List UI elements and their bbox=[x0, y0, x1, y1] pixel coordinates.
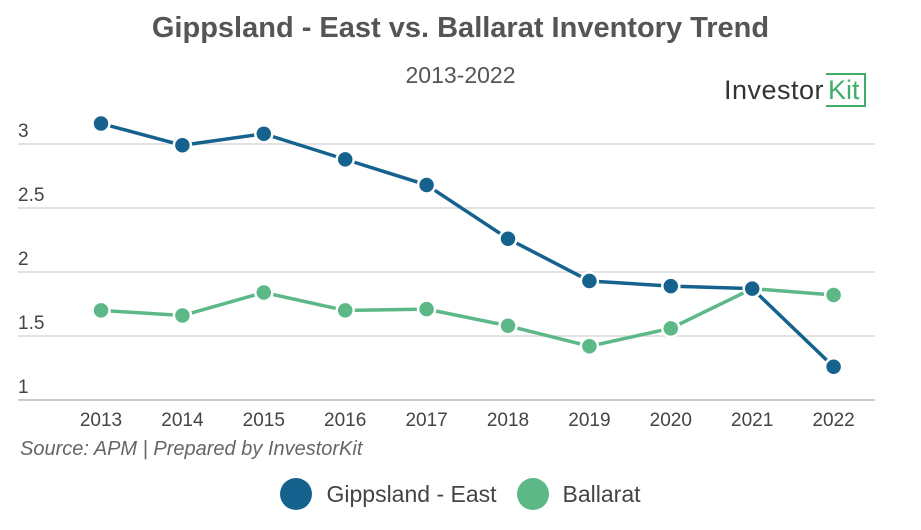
data-point bbox=[416, 299, 437, 319]
y-tick-label: 1 bbox=[18, 377, 29, 398]
data-point bbox=[661, 276, 681, 296]
data-point bbox=[335, 300, 355, 321]
y-tick-label: 3 bbox=[18, 121, 29, 142]
x-tick-label: 2021 bbox=[731, 410, 773, 431]
data-point bbox=[335, 149, 355, 170]
series-lines bbox=[91, 113, 844, 377]
x-tick-label: 2013 bbox=[80, 410, 122, 431]
data-point bbox=[498, 316, 518, 336]
x-tick-label: 2017 bbox=[405, 410, 447, 431]
y-axis-ticks: 1 1.5 2 2.5 3 bbox=[18, 121, 44, 398]
x-tick-label: 2014 bbox=[161, 410, 204, 431]
x-tick-label: 2016 bbox=[324, 410, 366, 431]
data-point bbox=[254, 124, 274, 144]
x-tick-label: 2022 bbox=[812, 410, 854, 431]
data-point bbox=[172, 135, 193, 156]
legend-item-ballarat[interactable]: Ballarat bbox=[516, 478, 641, 510]
y-tick-label: 1.5 bbox=[18, 313, 44, 334]
logo-accent: Kit bbox=[826, 73, 866, 107]
line-chart: 11.522.53 2013 2014 2015 2016 2017 2018 2019 20… bbox=[18, 113, 875, 431]
y-tick-label: 2.5 bbox=[18, 185, 44, 206]
data-point bbox=[823, 356, 844, 377]
grid-lines bbox=[18, 143, 875, 401]
legend-label-ballarat: Ballarat bbox=[562, 480, 641, 507]
series-line bbox=[99, 286, 836, 348]
legend-item-gippsland[interactable]: Gippsland - East bbox=[280, 478, 497, 510]
data-point bbox=[579, 336, 600, 356]
logo-text: Investor bbox=[724, 74, 825, 105]
x-tick-label: 2015 bbox=[243, 410, 285, 431]
data-point bbox=[416, 175, 437, 195]
data-point bbox=[823, 285, 844, 305]
legend-swatch-ballarat bbox=[516, 478, 549, 510]
data-point bbox=[91, 300, 111, 321]
source-note: Source: APM | Prepared by InvestorKit bbox=[20, 438, 363, 460]
y-tick-label: 2 bbox=[18, 249, 29, 270]
series-line bbox=[99, 121, 836, 369]
data-point bbox=[498, 228, 518, 249]
chart-title: Gippsland - East vs. Ballarat Inventory … bbox=[151, 12, 770, 44]
data-point bbox=[742, 278, 762, 299]
x-tick-label: 2019 bbox=[568, 410, 610, 431]
chart-legend: Gippsland - East Ballarat bbox=[0, 478, 921, 510]
chart-subtitle: 2013-2022 bbox=[405, 62, 516, 88]
series-gippsland bbox=[91, 113, 844, 377]
data-point bbox=[661, 318, 681, 339]
investorkit-logo: Investor Kit bbox=[724, 72, 866, 108]
data-point bbox=[91, 113, 111, 134]
data-point bbox=[579, 271, 600, 291]
data-point bbox=[172, 305, 193, 326]
data-point bbox=[254, 282, 274, 303]
x-axis-ticks: 2013 2014 2015 2016 2017 2018 2019 2020 2021 2022 bbox=[80, 410, 855, 431]
series-ballarat bbox=[91, 278, 844, 356]
x-tick-label: 2018 bbox=[487, 410, 529, 431]
x-tick-label: 2020 bbox=[650, 410, 692, 431]
legend-label-gippsland: Gippsland - East bbox=[326, 480, 497, 507]
legend-swatch-gippsland bbox=[280, 478, 313, 510]
